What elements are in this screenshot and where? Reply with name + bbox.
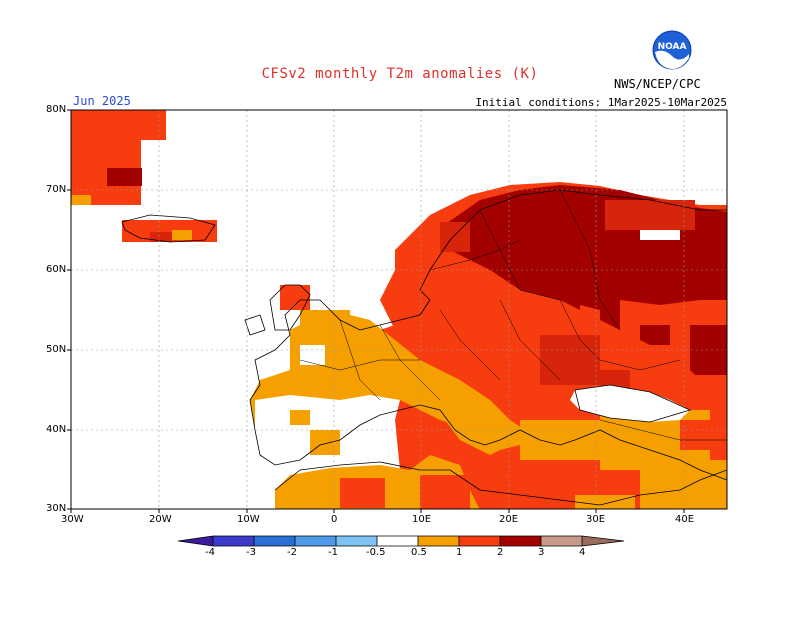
colorbar-cell-7 — [459, 536, 500, 546]
colorbar-label: 1 — [456, 547, 463, 558]
colorbar-label: -3 — [246, 547, 256, 558]
anomaly-greenland — [71, 110, 166, 205]
colorbar-label: -1 — [328, 547, 338, 558]
noaa-logo-icon: NOAA — [652, 30, 692, 70]
lat-label-50n: 50N — [46, 344, 67, 355]
lon-label-20w: 20W — [149, 514, 172, 525]
colorbar — [177, 535, 625, 547]
colorbar-cell-0 — [178, 536, 213, 546]
colorbar-label: 3 — [538, 547, 545, 558]
colorbar-label: -4 — [205, 547, 215, 558]
lat-label-30n: 30N — [46, 503, 67, 514]
colorbar-cell-5 — [377, 536, 418, 546]
lon-label-10w: 10W — [237, 514, 260, 525]
caspian-white — [600, 350, 640, 370]
chart-title: CFSv2 monthly T2m anomalies (K) — [261, 66, 539, 82]
anomaly-western-europe — [250, 285, 727, 509]
colorbar-cell-6 — [418, 536, 459, 546]
anomaly-iceland — [122, 220, 217, 242]
lon-label-20e: 20E — [499, 514, 519, 525]
lat-label-40n: 40N — [46, 424, 67, 435]
colorbar-label: 4 — [579, 547, 586, 558]
colorbar-cell-10 — [582, 536, 624, 546]
colorbar-cell-9 — [541, 536, 582, 546]
colorbar-cell-4 — [336, 536, 377, 546]
lon-label-30w: 30W — [61, 514, 84, 525]
agency-label: NWS/NCEP/CPC — [614, 77, 701, 91]
coastlines — [121, 189, 727, 506]
svg-text:NOAA: NOAA — [658, 42, 687, 52]
forecast-month: Jun 2025 — [73, 94, 131, 108]
lat-label-70n: 70N — [46, 184, 67, 195]
black-sea — [570, 385, 690, 422]
lon-label-0: 0 — [331, 514, 338, 525]
colorbar-label: -2 — [287, 547, 297, 558]
colorbar-label: 2 — [497, 547, 504, 558]
gridlines — [71, 110, 727, 509]
country-borders — [299, 189, 727, 441]
lon-label-40e: 40E — [675, 514, 695, 525]
colorbar-label: 0.5 — [411, 547, 427, 558]
colorbar-cell-3 — [295, 536, 336, 546]
anomaly-north-africa — [275, 455, 727, 509]
colorbar-cell-2 — [254, 536, 295, 546]
colorbar-label: -0.5 — [366, 547, 386, 558]
initial-conditions: Initial conditions: 1Mar2025-10Mar2025 — [475, 96, 727, 109]
lon-label-10e: 10E — [412, 514, 432, 525]
colorbar-cell-1 — [213, 536, 254, 546]
lat-label-60n: 60N — [46, 264, 67, 275]
lat-label-80n: 80N — [46, 104, 67, 115]
colorbar-cell-8 — [500, 536, 541, 546]
lon-label-30e: 30E — [586, 514, 606, 525]
map-frame — [70, 109, 728, 510]
